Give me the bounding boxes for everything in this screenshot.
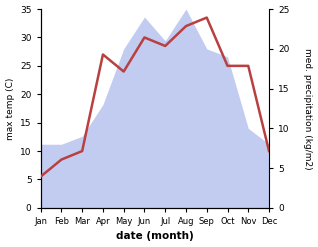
Y-axis label: med. precipitation (kg/m2): med. precipitation (kg/m2) xyxy=(303,48,313,169)
X-axis label: date (month): date (month) xyxy=(116,231,194,242)
Y-axis label: max temp (C): max temp (C) xyxy=(5,77,15,140)
